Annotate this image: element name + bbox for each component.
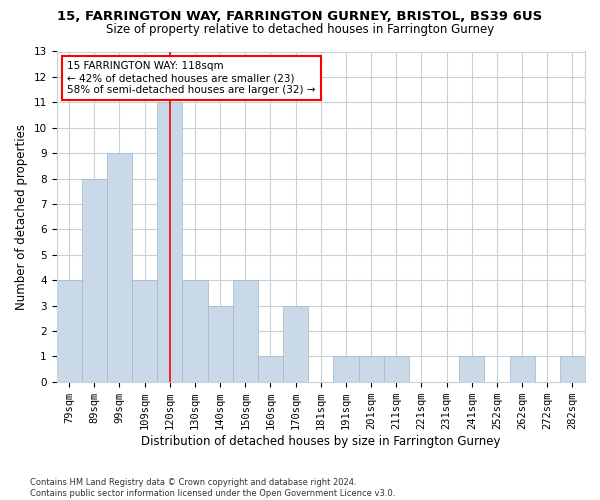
Text: Contains HM Land Registry data © Crown copyright and database right 2024.
Contai: Contains HM Land Registry data © Crown c… <box>30 478 395 498</box>
Bar <box>509 356 535 382</box>
Bar <box>233 280 258 382</box>
Bar <box>82 178 107 382</box>
X-axis label: Distribution of detached houses by size in Farrington Gurney: Distribution of detached houses by size … <box>141 434 500 448</box>
Bar <box>56 280 82 382</box>
Bar <box>157 102 182 382</box>
Bar <box>334 356 359 382</box>
Bar <box>182 280 208 382</box>
Bar <box>107 153 132 382</box>
Bar <box>208 306 233 382</box>
Text: 15, FARRINGTON WAY, FARRINGTON GURNEY, BRISTOL, BS39 6US: 15, FARRINGTON WAY, FARRINGTON GURNEY, B… <box>58 10 542 23</box>
Bar <box>560 356 585 382</box>
Text: Size of property relative to detached houses in Farrington Gurney: Size of property relative to detached ho… <box>106 22 494 36</box>
Bar <box>132 280 157 382</box>
Text: 15 FARRINGTON WAY: 118sqm
← 42% of detached houses are smaller (23)
58% of semi-: 15 FARRINGTON WAY: 118sqm ← 42% of detac… <box>67 62 316 94</box>
Bar <box>258 356 283 382</box>
Bar <box>383 356 409 382</box>
Bar <box>459 356 484 382</box>
Y-axis label: Number of detached properties: Number of detached properties <box>15 124 28 310</box>
Bar <box>359 356 383 382</box>
Bar <box>283 306 308 382</box>
